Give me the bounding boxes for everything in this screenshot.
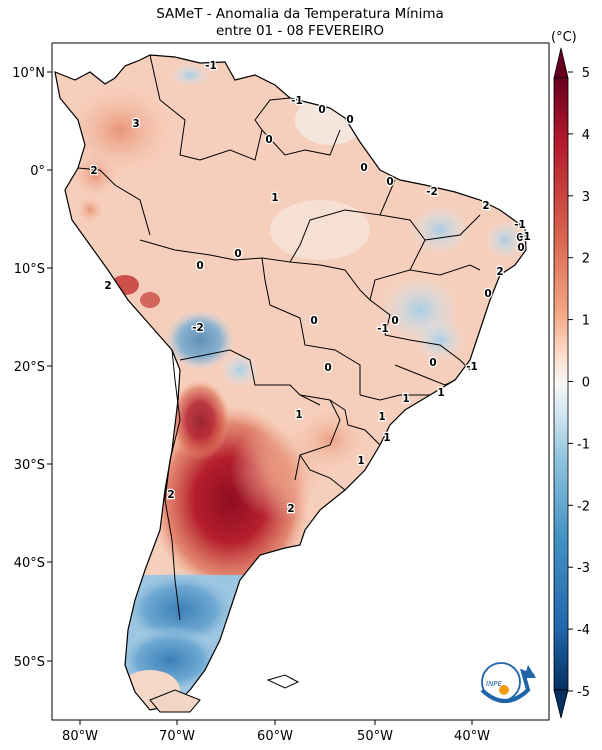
latitude-tick-label: 10°N [12, 66, 45, 81]
contour-label: 0 [234, 248, 241, 260]
contour-label: 2 [287, 503, 294, 515]
contour-label: 0 [196, 260, 203, 272]
colorbar-bar [553, 77, 569, 691]
contour-label: 1 [378, 411, 385, 423]
contour-label: 2 [482, 200, 489, 212]
longitude-tick-label: 60°W [257, 729, 293, 744]
contour-label: 0 [484, 288, 491, 300]
latitude-ticks: 10°N 0° 10°S 20°S 30°S 40°S 50°S [12, 66, 52, 670]
contour-label: 0 [324, 362, 331, 374]
contour-label: 0 [265, 134, 272, 146]
contour-label: 1 [357, 455, 364, 467]
contour-label: 2 [167, 489, 174, 501]
tierra-del-fuego [149, 689, 201, 713]
latitude-tick-label: 10°S [14, 262, 45, 277]
contour-label: -1 [291, 95, 303, 107]
contour-label: 0 [318, 104, 325, 116]
colorbar-tick-label: 2 [582, 252, 590, 267]
longitude-ticks: 80°W 70°W 60°W 50°W 40°W [62, 720, 490, 744]
longitude-tick-label: 40°W [454, 729, 490, 744]
map-title-line1: SAMeT - Anomalia da Temperatura Mínima [156, 6, 444, 22]
contour-label: 1 [437, 387, 444, 399]
map-title-line2: entre 01 - 08 FEVEREIRO [215, 23, 385, 39]
latitude-tick-label: 30°S [14, 458, 45, 473]
falkland-islands [266, 674, 300, 689]
contour-label: 0 [360, 162, 367, 174]
contour-label: 0 [310, 315, 317, 327]
contour-label: 2 [90, 165, 97, 177]
colorbar-tick-label: -5 [577, 685, 590, 700]
contour-label: 2 [496, 266, 503, 278]
colorbar-tick-label: -1 [577, 437, 590, 452]
contour-label: 0 [386, 176, 393, 188]
contour-label: 3 [132, 118, 139, 130]
contour-label: 0 [346, 114, 353, 126]
colorbar-tick-label: 4 [582, 128, 590, 143]
contour-label: 0 [516, 232, 523, 244]
contour-label: -2 [192, 322, 204, 334]
contour-label: -1 [205, 60, 217, 72]
contour-label: -1 [377, 323, 389, 335]
colorbar-tick-label: -3 [577, 561, 590, 576]
longitude-tick-label: 70°W [159, 729, 195, 744]
contour-label: -1 [466, 361, 478, 373]
inpe-logo: INPE [480, 662, 536, 703]
colorbar-tick-label: 3 [582, 190, 590, 205]
contour-label: 1 [271, 192, 278, 204]
contour-label: -2 [426, 186, 438, 198]
contour-label: -1 [514, 219, 526, 231]
latitude-tick-label: 20°S [14, 360, 45, 375]
contour-label: 0 [517, 242, 524, 254]
colorbar-extend-top [553, 47, 569, 79]
contour-label: 1 [383, 432, 390, 444]
colorbar-tick-label: -2 [577, 499, 590, 514]
contour-label: 1 [402, 393, 409, 405]
contour-label: -1 [519, 231, 531, 243]
contour-label: 2 [104, 280, 111, 292]
colorbar-tick-label: 0 [582, 376, 590, 391]
latitude-tick-label: 50°S [14, 655, 45, 670]
contour-label: 0 [391, 315, 398, 327]
contour-label: 1 [295, 409, 302, 421]
colorbar-tick-label: 1 [582, 314, 590, 329]
colorbar-unit: (°C) [551, 30, 577, 45]
colorbar-tick-label: -4 [577, 623, 590, 638]
longitude-tick-label: 80°W [62, 729, 98, 744]
contour-label: 0 [429, 357, 436, 369]
latitude-tick-label: 0° [30, 164, 45, 179]
colorbar-tick-label: 5 [582, 66, 590, 81]
latitude-tick-label: 40°S [14, 556, 45, 571]
colorbar: 5 4 3 2 1 0 -1 -2 -3 -4 -5 [553, 47, 590, 719]
colorbar-extend-bottom [553, 689, 569, 719]
inpe-logo-text: INPE [486, 680, 503, 688]
map-frame [51, 42, 550, 721]
country-borders [77, 54, 481, 621]
longitude-tick-label: 50°W [357, 729, 393, 744]
